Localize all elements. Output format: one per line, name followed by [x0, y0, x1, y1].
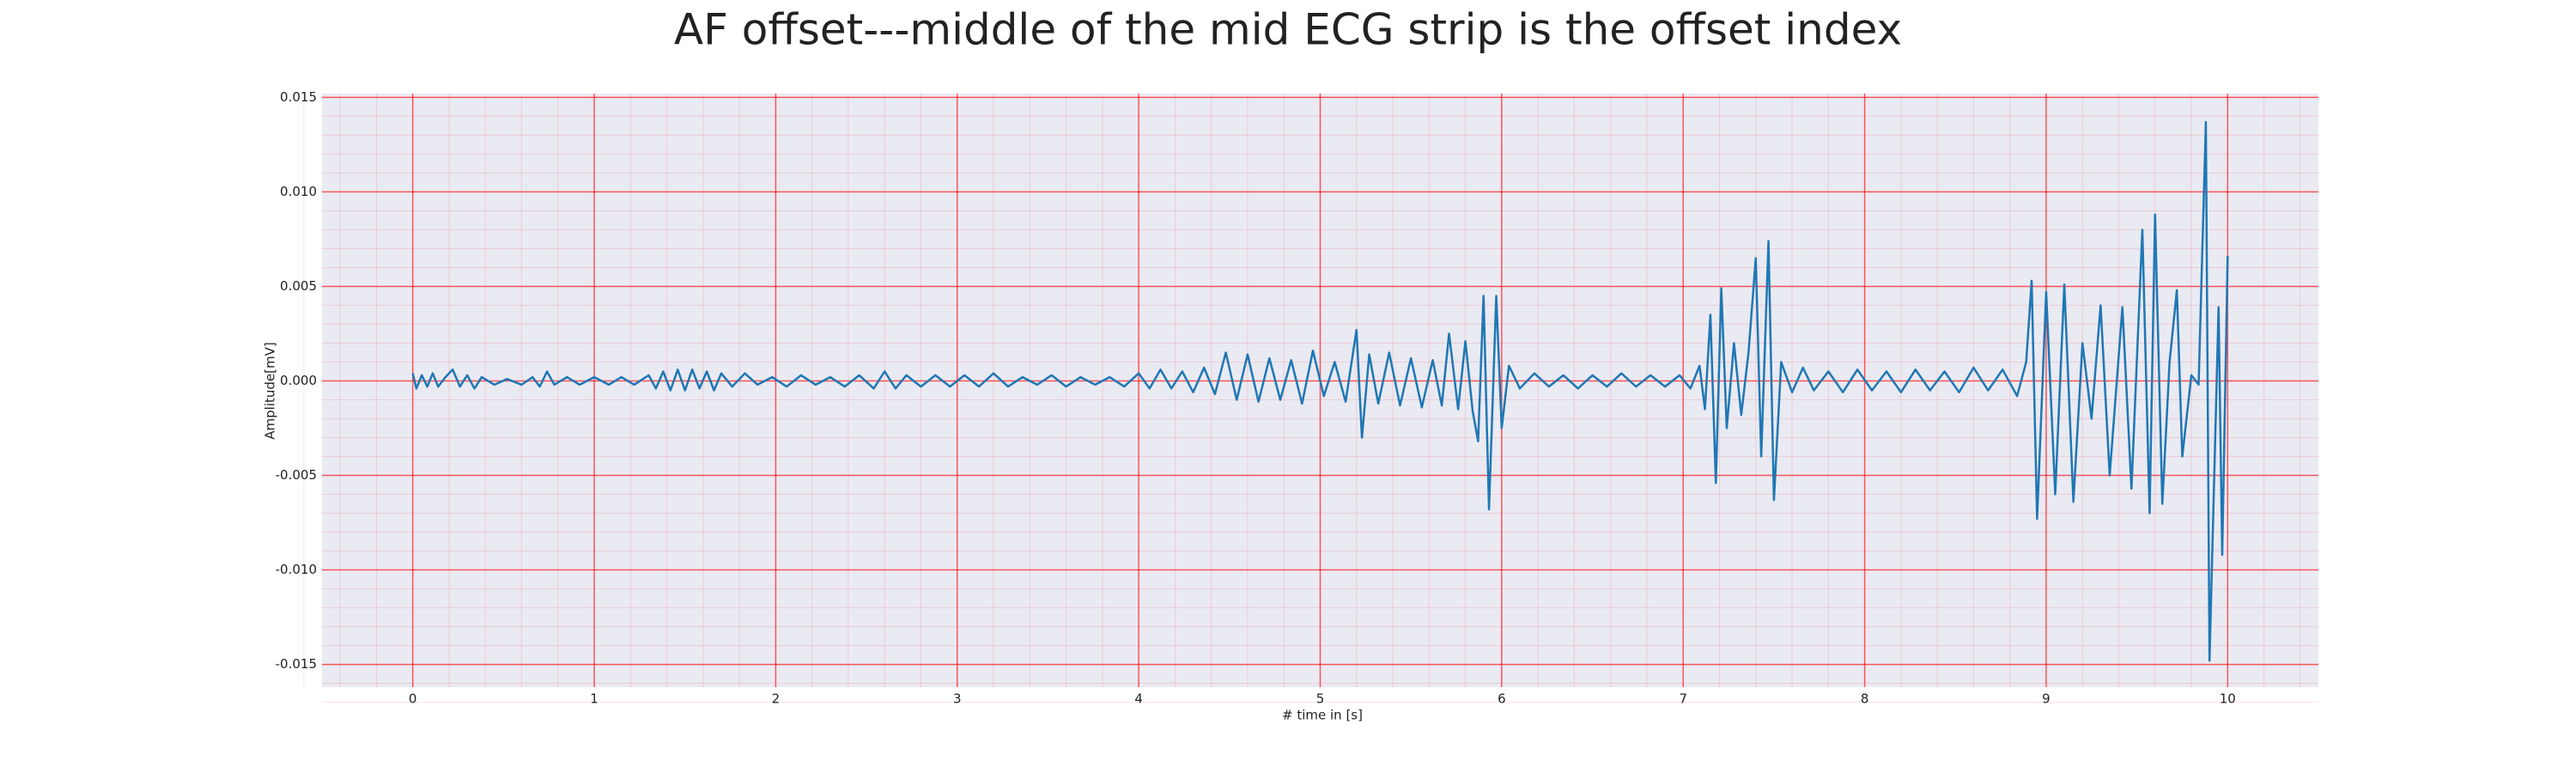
x-tick-label: 0 [409, 691, 417, 707]
x-tick-label: 10 [2220, 691, 2236, 707]
y-axis-label: Amplitude[mV] [263, 342, 278, 439]
x-tick-label: 6 [1498, 691, 1506, 707]
x-tick-label: 1 [590, 691, 598, 707]
y-tick-label: 0.015 [280, 89, 317, 105]
x-tick-label: 9 [2042, 691, 2050, 707]
x-tick-label: 3 [953, 691, 962, 707]
y-tick-label: -0.015 [276, 656, 317, 672]
y-tick-label: -0.010 [276, 562, 317, 577]
x-tick-label: 7 [1679, 691, 1687, 707]
y-tick-label: 0.005 [280, 278, 317, 294]
x-axis-label: # time in [s] [1282, 708, 1363, 723]
x-tick-label: 4 [1134, 691, 1143, 707]
x-tick-label: 5 [1316, 691, 1325, 707]
signal-line [411, 120, 2229, 662]
y-tick-label: 0.010 [280, 184, 317, 199]
x-tick-label: 2 [772, 691, 781, 707]
x-tick-label: 8 [1861, 691, 1869, 707]
y-tick-label: 0.000 [280, 373, 317, 388]
chart-title: AF offset---middle of the mid ECG strip … [674, 5, 1902, 55]
y-tick-label: -0.005 [276, 467, 317, 483]
